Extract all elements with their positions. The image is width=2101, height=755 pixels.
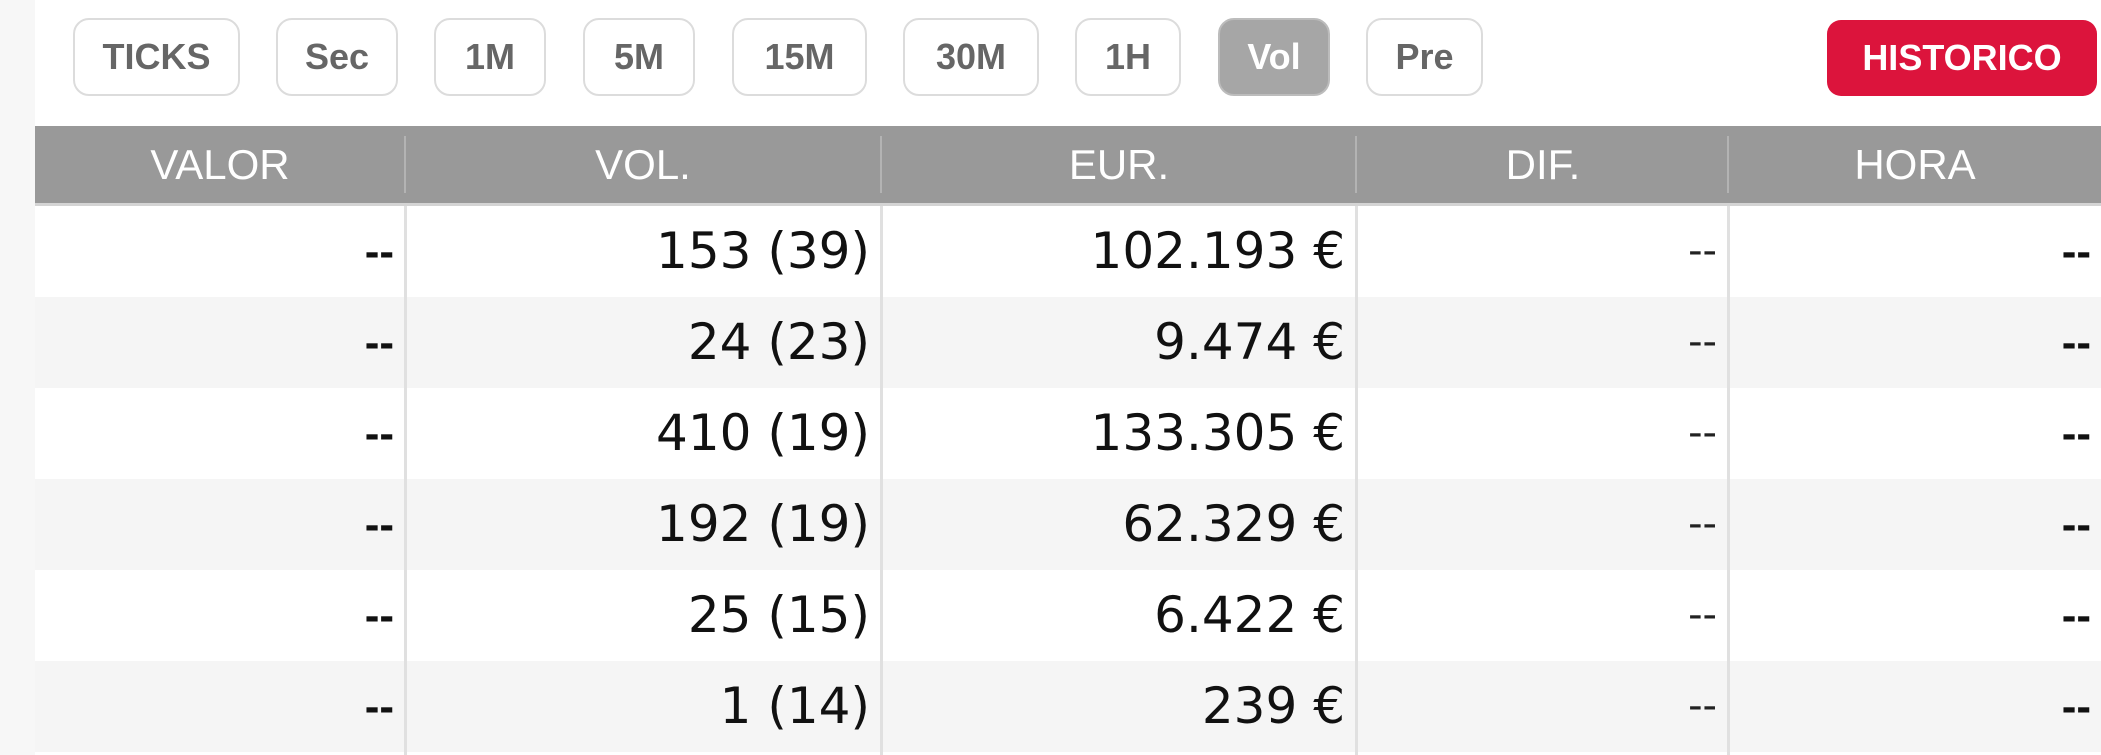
cell-vol: 410 (19) — [656, 404, 870, 462]
cell-vol: 1 (14) — [719, 677, 870, 735]
cell-eur: 6.422 € — [1154, 586, 1345, 644]
cell-vol: 192 (19) — [656, 495, 870, 553]
table-body: -- 153 (39) 102.193 € -- -- -- 24 (23) 9… — [35, 206, 2101, 755]
header-divider — [1355, 136, 1357, 193]
header-divider — [1727, 136, 1729, 193]
cell-valor: -- — [364, 318, 394, 367]
table-row[interactable]: -- 1 (14) 239 € -- -- — [35, 661, 2101, 752]
timeframe-button-vol[interactable]: Vol — [1218, 18, 1330, 96]
cell-dif: -- — [1688, 410, 1717, 456]
column-header-eur[interactable]: EUR. — [1068, 141, 1170, 188]
column-divider — [880, 206, 883, 755]
table-row[interactable]: -- 25 (15) 6.422 € -- -- — [35, 570, 2101, 661]
timeframe-button-30m[interactable]: 30M — [903, 18, 1039, 96]
timeframe-button-5m[interactable]: 5M — [583, 18, 695, 96]
cell-vol: 25 (15) — [687, 586, 870, 644]
cell-vol: 24 (23) — [687, 313, 870, 371]
cell-dif: -- — [1688, 592, 1717, 638]
cell-dif: -- — [1688, 319, 1717, 365]
column-header-vol[interactable]: VOL. — [595, 141, 691, 188]
column-divider — [1355, 206, 1358, 755]
timeframe-button-ticks[interactable]: TICKS — [73, 18, 240, 96]
cell-vol: 153 (39) — [656, 222, 870, 280]
historico-button[interactable]: HISTORICO — [1827, 20, 2097, 96]
cell-valor: -- — [364, 591, 394, 640]
cell-dif: -- — [1688, 228, 1717, 274]
cell-eur: 239 € — [1201, 677, 1345, 735]
header-divider — [404, 136, 406, 193]
table-row[interactable]: -- 192 (19) 62.329 € -- -- — [35, 479, 2101, 570]
timeframe-button-pre[interactable]: Pre — [1366, 18, 1483, 96]
cell-hora: -- — [2061, 409, 2091, 458]
column-divider — [1727, 206, 1730, 755]
table-row[interactable]: -- 410 (19) 133.305 € -- -- — [35, 388, 2101, 479]
cell-hora: -- — [2061, 591, 2091, 640]
timeframe-button-sec[interactable]: Sec — [276, 18, 398, 96]
volume-table: VALOR VOL. EUR. DIF. HORA -- 153 (39) 10… — [35, 126, 2101, 755]
cell-valor: -- — [364, 500, 394, 549]
timeframe-button-15m[interactable]: 15M — [732, 18, 867, 96]
cell-valor: -- — [364, 227, 394, 276]
column-divider — [404, 206, 407, 755]
cell-hora: -- — [2061, 500, 2091, 549]
table-header: VALOR VOL. EUR. DIF. HORA — [35, 126, 2101, 206]
cell-dif: -- — [1688, 683, 1717, 729]
left-gutter — [0, 0, 35, 755]
table-row[interactable]: -- 153 (39) 102.193 € -- -- — [35, 206, 2101, 297]
column-header-hora[interactable]: HORA — [1854, 141, 1976, 188]
timeframe-button-1m[interactable]: 1M — [434, 18, 546, 96]
column-header-dif[interactable]: DIF. — [1505, 141, 1581, 188]
header-divider — [880, 136, 882, 193]
cell-valor: -- — [364, 409, 394, 458]
cell-eur: 102.193 € — [1090, 222, 1345, 280]
cell-hora: -- — [2061, 682, 2091, 731]
cell-eur: 62.329 € — [1122, 495, 1345, 553]
cell-hora: -- — [2061, 318, 2091, 367]
timeframe-button-1h[interactable]: 1H — [1075, 18, 1181, 96]
cell-hora: -- — [2061, 227, 2091, 276]
column-header-valor[interactable]: VALOR — [150, 141, 290, 188]
table-row[interactable]: -- 24 (23) 9.474 € -- -- — [35, 297, 2101, 388]
cell-valor: -- — [364, 682, 394, 731]
cell-dif: -- — [1688, 501, 1717, 547]
cell-eur: 133.305 € — [1090, 404, 1345, 462]
cell-eur: 9.474 € — [1154, 313, 1345, 371]
timeframe-toolbar: TICKS Sec 1M 5M 15M 30M 1H Vol Pre HISTO… — [0, 0, 2101, 120]
